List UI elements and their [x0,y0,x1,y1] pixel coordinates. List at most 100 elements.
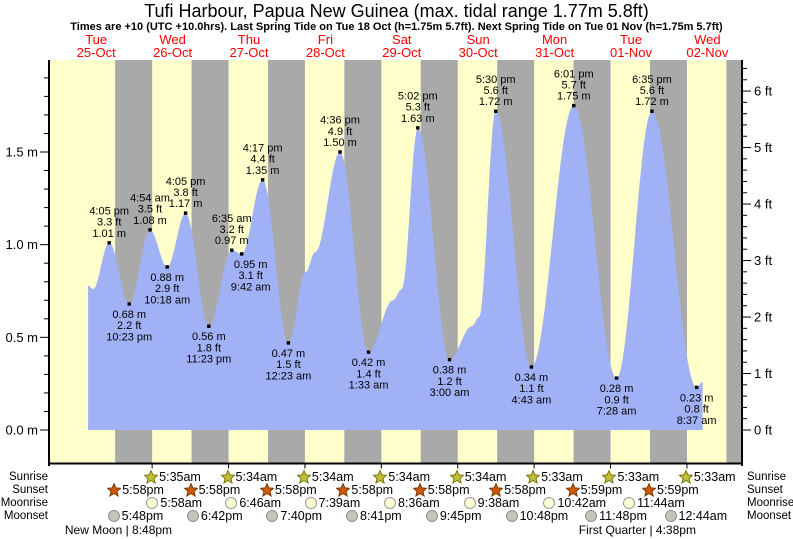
moonset-event: 7:40pm [265,509,322,523]
high-tide-label: 4:54 am 3.5 ft 1.08 m [130,192,170,226]
high-tide-dot [572,103,576,108]
low-tide-dot [614,376,619,380]
y-axis-label-ft: 4 ft [754,197,772,212]
bottom-tick [304,464,306,469]
sunset-time: 5:58pm [275,483,317,497]
low-tide-label: 0.56 m 1.8 ft 11:23 pm [186,331,231,365]
moonrise-time: 8:36am [397,496,440,510]
bottom-tick [380,464,382,469]
left-tick [44,207,48,209]
low-tide-label: 0.88 m 2.9 ft 10:18 am [144,272,190,306]
moonset-time: 9:45pm [439,509,482,523]
high-tide-dot [148,228,152,232]
right-tick [743,429,751,431]
low-tide-dot [694,385,699,390]
moonset-icon [186,510,199,522]
right-tick [743,384,747,386]
right-tick [743,260,751,262]
left-tick [44,373,48,375]
moonrise-icon [146,497,159,509]
moonset-event: 5:48pm [107,509,164,523]
left-tick [44,77,48,79]
moonset-event: 9:45pm [425,509,482,523]
sunrise-icon [144,470,159,484]
moonrise-time: 5:58am [160,496,203,510]
moonrise-time: 9:38am [477,496,520,510]
day-name: Tue [620,32,642,47]
right-tick [743,180,747,182]
sunrise-event: 5:34am [449,470,506,484]
low-tide-label: 0.68 m 2.2 ft 10:23 pm [106,309,152,343]
high-tide-dot [338,150,342,154]
right-tick [743,327,747,329]
sunrise-icon [220,470,235,484]
day-date: 31-Oct [535,45,575,60]
high-tide-label: 5:02 pm 5.3 ft 1.63 m [398,91,438,125]
low-tide-label: 0.47 m 1.5 ft 12:23 am [265,348,311,382]
sunrise-time: 5:33am [693,470,736,484]
moonset-event: 11:48pm [584,509,647,523]
y-axis-label-m: 0.0 m [5,423,38,438]
sunrise-event: 5:33am [526,470,583,484]
sunrise-time: 5:34am [311,470,354,484]
y-axis-label-m: 1.5 m [5,145,38,160]
moonset-time: 5:48pm [121,509,164,523]
day-label-02-Nov: Wed 02-Nov [665,33,749,59]
y-axis-label-ft: 3 ft [754,253,772,268]
moon-phase-new-moon: New Moon | 8:48pm [64,523,173,537]
day-label-29-Oct: Sat 29-Oct [360,33,444,59]
moonrise-icon [463,497,476,509]
tide-area [88,105,703,430]
day-date: 29-Oct [382,45,422,60]
moonrise-icon [304,497,317,509]
left-tick [44,95,48,97]
y-axis-label-ft: 1 ft [754,366,772,381]
high-tide-label: 6:35 am 3.2 ft 0.97 m [212,213,252,247]
sunset-time: 5:58pm [427,483,470,497]
day-label-28-Oct: Fri 28-Oct [283,33,367,59]
moonset-time: 8:41pm [360,509,402,523]
moonrise-time: 6:46am [239,496,282,510]
low-tide-label: 0.28 m 0.9 ft 7:28 am [597,383,637,417]
high-tide-dot [260,178,265,182]
moonset-icon [266,510,279,522]
moonset-icon [425,510,438,522]
sunset-icon [183,483,198,497]
low-tide-dot [447,357,452,362]
high-tide-dot [230,248,234,252]
page-title: Tufi Harbour, Papua New Guinea (max. tid… [144,1,649,21]
right-tick [743,169,747,171]
right-tick [743,158,747,160]
low-tide-label: 0.38 m 1.2 ft 3:00 am [430,365,470,399]
moonrise-event: 8:36am [383,496,440,510]
moonrise-icon [623,497,636,509]
left-tick [44,225,48,227]
moonrise-event: 11:44am [622,496,685,510]
right-axis [741,60,743,466]
high-tide-dot [183,211,188,215]
bottom-tick [533,464,535,469]
right-tick [743,305,747,307]
bottom-tick [457,464,459,469]
left-tick [40,244,48,246]
right-tick [743,237,747,239]
row-label-moonrise-right: Moonrise [747,497,793,509]
moonrise-event: 5:58am [145,496,202,510]
high-tide-dot [107,241,111,245]
low-tide-dot [207,324,211,328]
sunset-time: 5:59pm [580,483,623,497]
day-name: Wed [694,32,721,47]
high-tide-label: 4:05 pm 3.3 ft 1.01 m [89,205,129,239]
day-date: 25-Oct [76,45,116,60]
sunrise-time: 5:33am [541,470,583,484]
sunset-time: 5:58pm [504,483,546,497]
sunset-event: 5:59pm [565,483,623,497]
moonrise-icon [543,497,556,509]
sunrise-icon [678,470,693,484]
left-tick [44,281,48,283]
right-tick [743,214,747,216]
right-tick [743,90,751,92]
high-tide-dot [494,109,498,113]
moonset-event: 12:44am [664,509,727,523]
sunrise-event: 5:35am [144,470,201,484]
